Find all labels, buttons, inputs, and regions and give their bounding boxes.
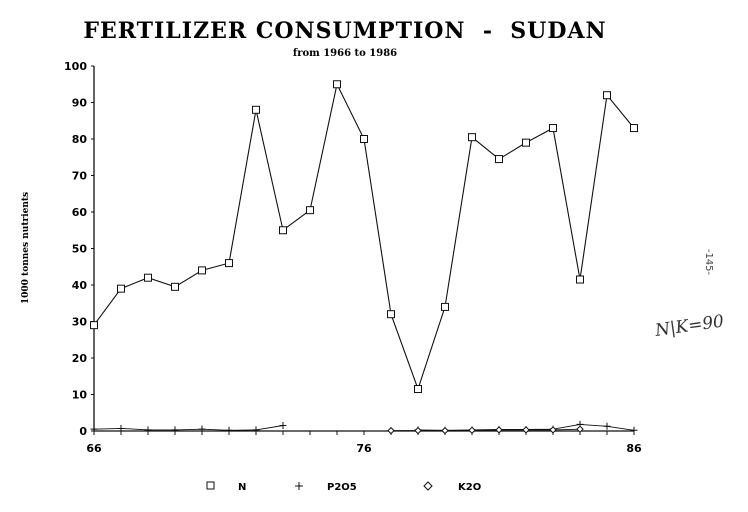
point-k2o [414,426,422,435]
y-tick-label: 80 [72,133,88,146]
point-n [225,259,233,268]
x-tick-label: 86 [626,442,642,455]
point-p2o5 [198,425,206,433]
legend-label-k2o: K2O [458,482,481,493]
y-axis-label: 1000 tonnes nutrients [21,192,31,304]
point-n [360,135,368,143]
point-n [90,321,98,330]
point-p2o5 [90,425,98,433]
legend-marker-p2o5 [295,482,303,490]
series-line-p2o5 [93,425,284,431]
point-n [333,80,341,89]
x-tick-label: 66 [86,442,102,455]
y-tick-label: 70 [72,170,88,183]
y-tick-label: 0 [79,425,87,438]
point-n [387,310,395,319]
chart-title: FERTILIZER CONSUMPTION - SUDAN [83,18,606,44]
point-p2o5 [630,426,638,434]
point-n [522,138,530,147]
point-n [252,105,260,114]
point-n [495,155,503,164]
point-n [576,275,584,284]
point-n [549,124,557,133]
point-k2o [387,426,395,435]
point-n [117,284,125,293]
point-n [171,282,179,291]
point-n [630,124,638,133]
y-tick-label: 30 [72,316,88,329]
page-number: -145- [703,249,714,276]
series-line-k2o [391,428,581,432]
y-tick-label: 100 [64,60,87,73]
legend-marker-k2o [423,481,433,491]
y-tick-label: 40 [72,279,88,292]
point-p2o5 [252,426,260,434]
y-tick-label: 20 [72,352,88,365]
chart-subtitle: from 1966 to 1986 [293,48,397,59]
point-p2o5 [603,422,611,430]
point-n [468,133,476,142]
point-k2o [441,426,449,435]
y-tick-label: 10 [72,389,88,402]
point-p2o5 [117,424,125,432]
legend-marker-n [206,481,215,490]
y-tick-label: 50 [72,243,88,256]
point-k2o [468,426,476,434]
y-tick-label: 60 [72,206,88,219]
point-n [603,91,611,100]
point-n [279,226,287,235]
point-p2o5 [171,426,179,434]
handwritten-note: N|K=90 [653,311,725,341]
point-n [198,266,206,275]
point-k2o [576,425,584,433]
x-tick-label: 76 [356,442,372,455]
legend-label-p2o5: P2O5 [327,482,357,493]
point-p2o5 [279,422,287,430]
y-tick-label: 90 [72,97,88,110]
plot-area: 0 10 20 30 40 50 60 70 80 90 100 66 76 86 [64,60,642,455]
point-k2o [522,426,530,434]
point-n [144,273,152,282]
point-k2o [495,426,503,434]
point-p2o5 [225,426,233,434]
legend-label-n: N [238,482,246,493]
point-k2o [549,426,557,434]
point-n [306,206,314,215]
point-n [441,302,449,311]
point-n [414,385,422,394]
point-p2o5 [144,426,152,434]
legend: N P2O5 K2O [206,481,481,493]
